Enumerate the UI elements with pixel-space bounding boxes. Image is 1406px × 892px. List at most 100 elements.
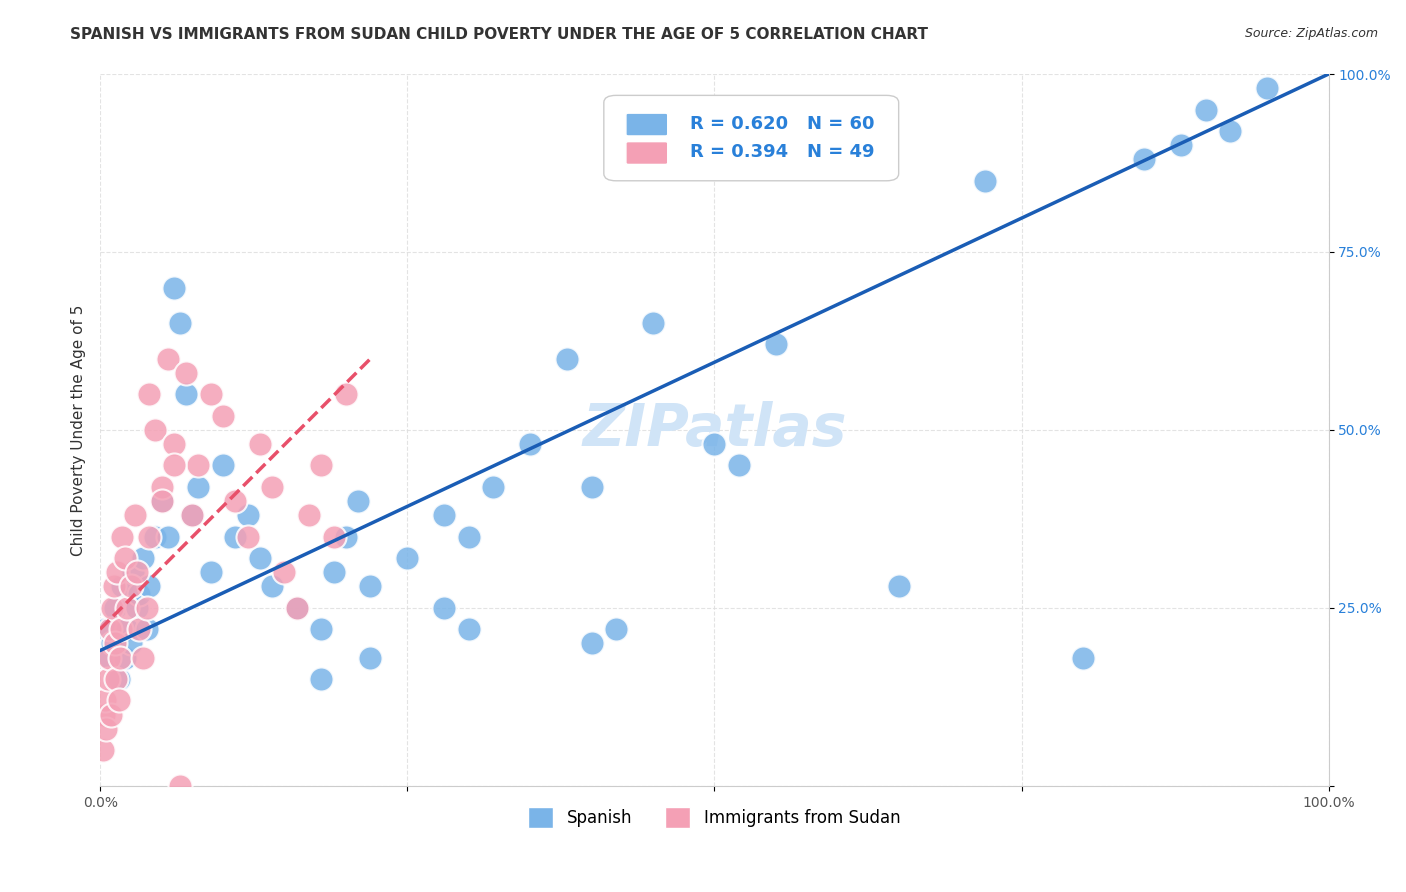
Point xyxy=(150,494,173,508)
Text: N = 60: N = 60 xyxy=(807,115,875,133)
Point xyxy=(335,387,357,401)
Legend: Spanish, Immigrants from Sudan: Spanish, Immigrants from Sudan xyxy=(522,801,907,834)
Point xyxy=(236,530,259,544)
Point xyxy=(145,423,167,437)
Point xyxy=(224,494,246,508)
Point xyxy=(125,566,148,580)
Point xyxy=(163,280,186,294)
Point xyxy=(309,458,332,473)
FancyBboxPatch shape xyxy=(626,113,668,136)
Point xyxy=(174,366,197,380)
Point xyxy=(359,580,381,594)
Point xyxy=(262,480,284,494)
Point xyxy=(135,600,157,615)
Point xyxy=(1071,650,1094,665)
Text: R = 0.394: R = 0.394 xyxy=(690,144,787,161)
Point xyxy=(163,437,186,451)
Point xyxy=(163,458,186,473)
Point xyxy=(114,551,136,566)
Point xyxy=(96,672,118,686)
Point xyxy=(249,437,271,451)
Text: R = 0.620: R = 0.620 xyxy=(690,115,787,133)
Point xyxy=(169,779,191,793)
Point xyxy=(138,530,160,544)
Point xyxy=(335,530,357,544)
Point xyxy=(110,622,132,636)
Point xyxy=(104,600,127,615)
Point xyxy=(132,650,155,665)
Point xyxy=(212,409,235,423)
Point xyxy=(101,600,124,615)
Point xyxy=(107,672,129,686)
Point xyxy=(347,494,370,508)
Point xyxy=(105,672,128,686)
Point xyxy=(703,437,725,451)
Point xyxy=(359,650,381,665)
Point xyxy=(124,508,146,523)
Point xyxy=(1133,153,1156,167)
Point xyxy=(97,650,120,665)
Text: ZIPatlas: ZIPatlas xyxy=(582,401,846,458)
Point xyxy=(145,530,167,544)
Point xyxy=(605,622,627,636)
Point xyxy=(262,580,284,594)
Point xyxy=(150,480,173,494)
Point xyxy=(200,566,222,580)
Point xyxy=(285,600,308,615)
Point xyxy=(94,693,117,707)
Point xyxy=(96,622,118,636)
Point xyxy=(103,580,125,594)
FancyBboxPatch shape xyxy=(626,142,668,164)
Point xyxy=(125,600,148,615)
Point xyxy=(138,387,160,401)
Text: Source: ZipAtlas.com: Source: ZipAtlas.com xyxy=(1244,27,1378,40)
Point xyxy=(322,566,344,580)
Point xyxy=(1256,81,1278,95)
Point xyxy=(322,530,344,544)
Point xyxy=(187,458,209,473)
Point xyxy=(128,586,150,600)
Point xyxy=(1170,138,1192,153)
Point xyxy=(581,636,603,650)
Point xyxy=(519,437,541,451)
Point xyxy=(91,743,114,757)
Point xyxy=(98,650,121,665)
Point xyxy=(298,508,321,523)
Text: SPANISH VS IMMIGRANTS FROM SUDAN CHILD POVERTY UNDER THE AGE OF 5 CORRELATION CH: SPANISH VS IMMIGRANTS FROM SUDAN CHILD P… xyxy=(70,27,928,42)
Point xyxy=(249,551,271,566)
Point xyxy=(309,622,332,636)
Point xyxy=(105,566,128,580)
Point xyxy=(169,316,191,330)
Point xyxy=(973,174,995,188)
Point xyxy=(128,622,150,636)
Point xyxy=(1219,124,1241,138)
Point xyxy=(396,551,419,566)
Point xyxy=(482,480,505,494)
Point xyxy=(100,707,122,722)
Point xyxy=(181,508,204,523)
Point xyxy=(114,650,136,665)
Text: N = 49: N = 49 xyxy=(807,144,875,161)
Point xyxy=(181,508,204,523)
Point xyxy=(96,722,118,736)
Point xyxy=(111,580,134,594)
Point xyxy=(98,622,121,636)
Point xyxy=(174,387,197,401)
Point xyxy=(273,566,295,580)
Point xyxy=(135,622,157,636)
Point xyxy=(138,580,160,594)
Point xyxy=(107,693,129,707)
Point xyxy=(236,508,259,523)
Point xyxy=(93,707,115,722)
Point xyxy=(104,636,127,650)
Point xyxy=(115,622,138,636)
Point xyxy=(1195,103,1218,117)
Point xyxy=(581,480,603,494)
Point xyxy=(555,351,578,366)
Point xyxy=(433,508,456,523)
Point xyxy=(728,458,751,473)
Point xyxy=(641,316,664,330)
Point xyxy=(309,672,332,686)
Point xyxy=(115,600,138,615)
Point xyxy=(156,530,179,544)
